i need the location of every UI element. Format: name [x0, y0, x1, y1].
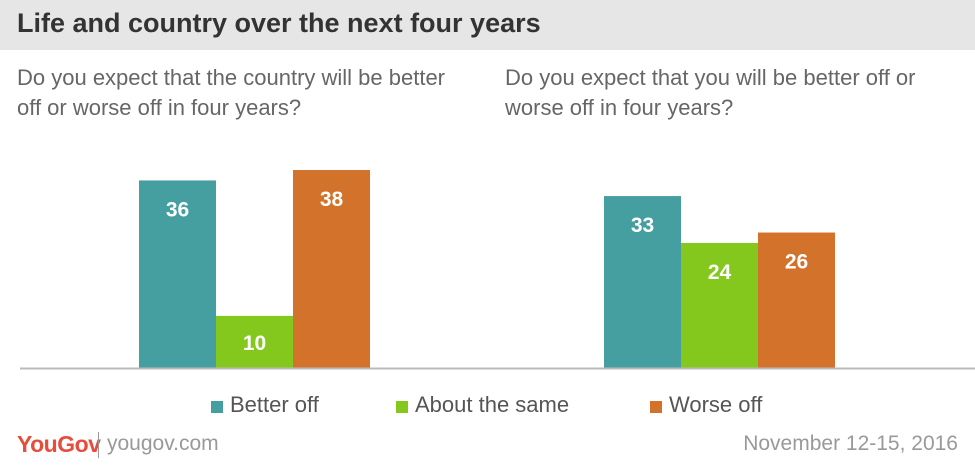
footer-date: November 12-15, 2016 [743, 432, 958, 455]
bar-self-worse-off [758, 232, 835, 368]
legend-swatch-better-off [211, 401, 223, 413]
chart-title: Life and country over the next four year… [17, 8, 541, 38]
legend-label-about-the-same: About the same [415, 392, 570, 417]
yougov-logo: YouGov [17, 431, 101, 457]
data-label-country-worse-off: 38 [320, 188, 344, 211]
left-chart-question: Do you expect that the country will be b… [17, 65, 446, 120]
data-label-country-about-the-same: 10 [243, 332, 266, 355]
data-label-country-better-off: 36 [166, 198, 189, 221]
legend-label-better-off: Better off [230, 392, 319, 417]
title-bar [0, 0, 975, 50]
data-label-self-about-the-same: 24 [708, 261, 732, 284]
bar-self-better-off [604, 196, 681, 368]
legend-swatch-worse-off [650, 401, 662, 413]
right-chart-question: Do you expect that you will be better of… [505, 65, 916, 120]
footer-url: yougov.com [107, 432, 219, 455]
bar-self-about-the-same [681, 242, 758, 368]
data-label-self-worse-off: 26 [785, 251, 808, 274]
bar-chart: 36 10 38 33 24 26 [20, 170, 975, 370]
footer-divider [98, 432, 99, 458]
legend-swatch-about-the-same [396, 401, 408, 413]
bar-country-better-off [139, 180, 216, 368]
data-label-self-better-off: 33 [631, 214, 654, 237]
bar-country-worse-off [293, 170, 370, 368]
bar-country-about-the-same [216, 315, 293, 368]
legend-label-worse-off: Worse off [669, 392, 763, 417]
